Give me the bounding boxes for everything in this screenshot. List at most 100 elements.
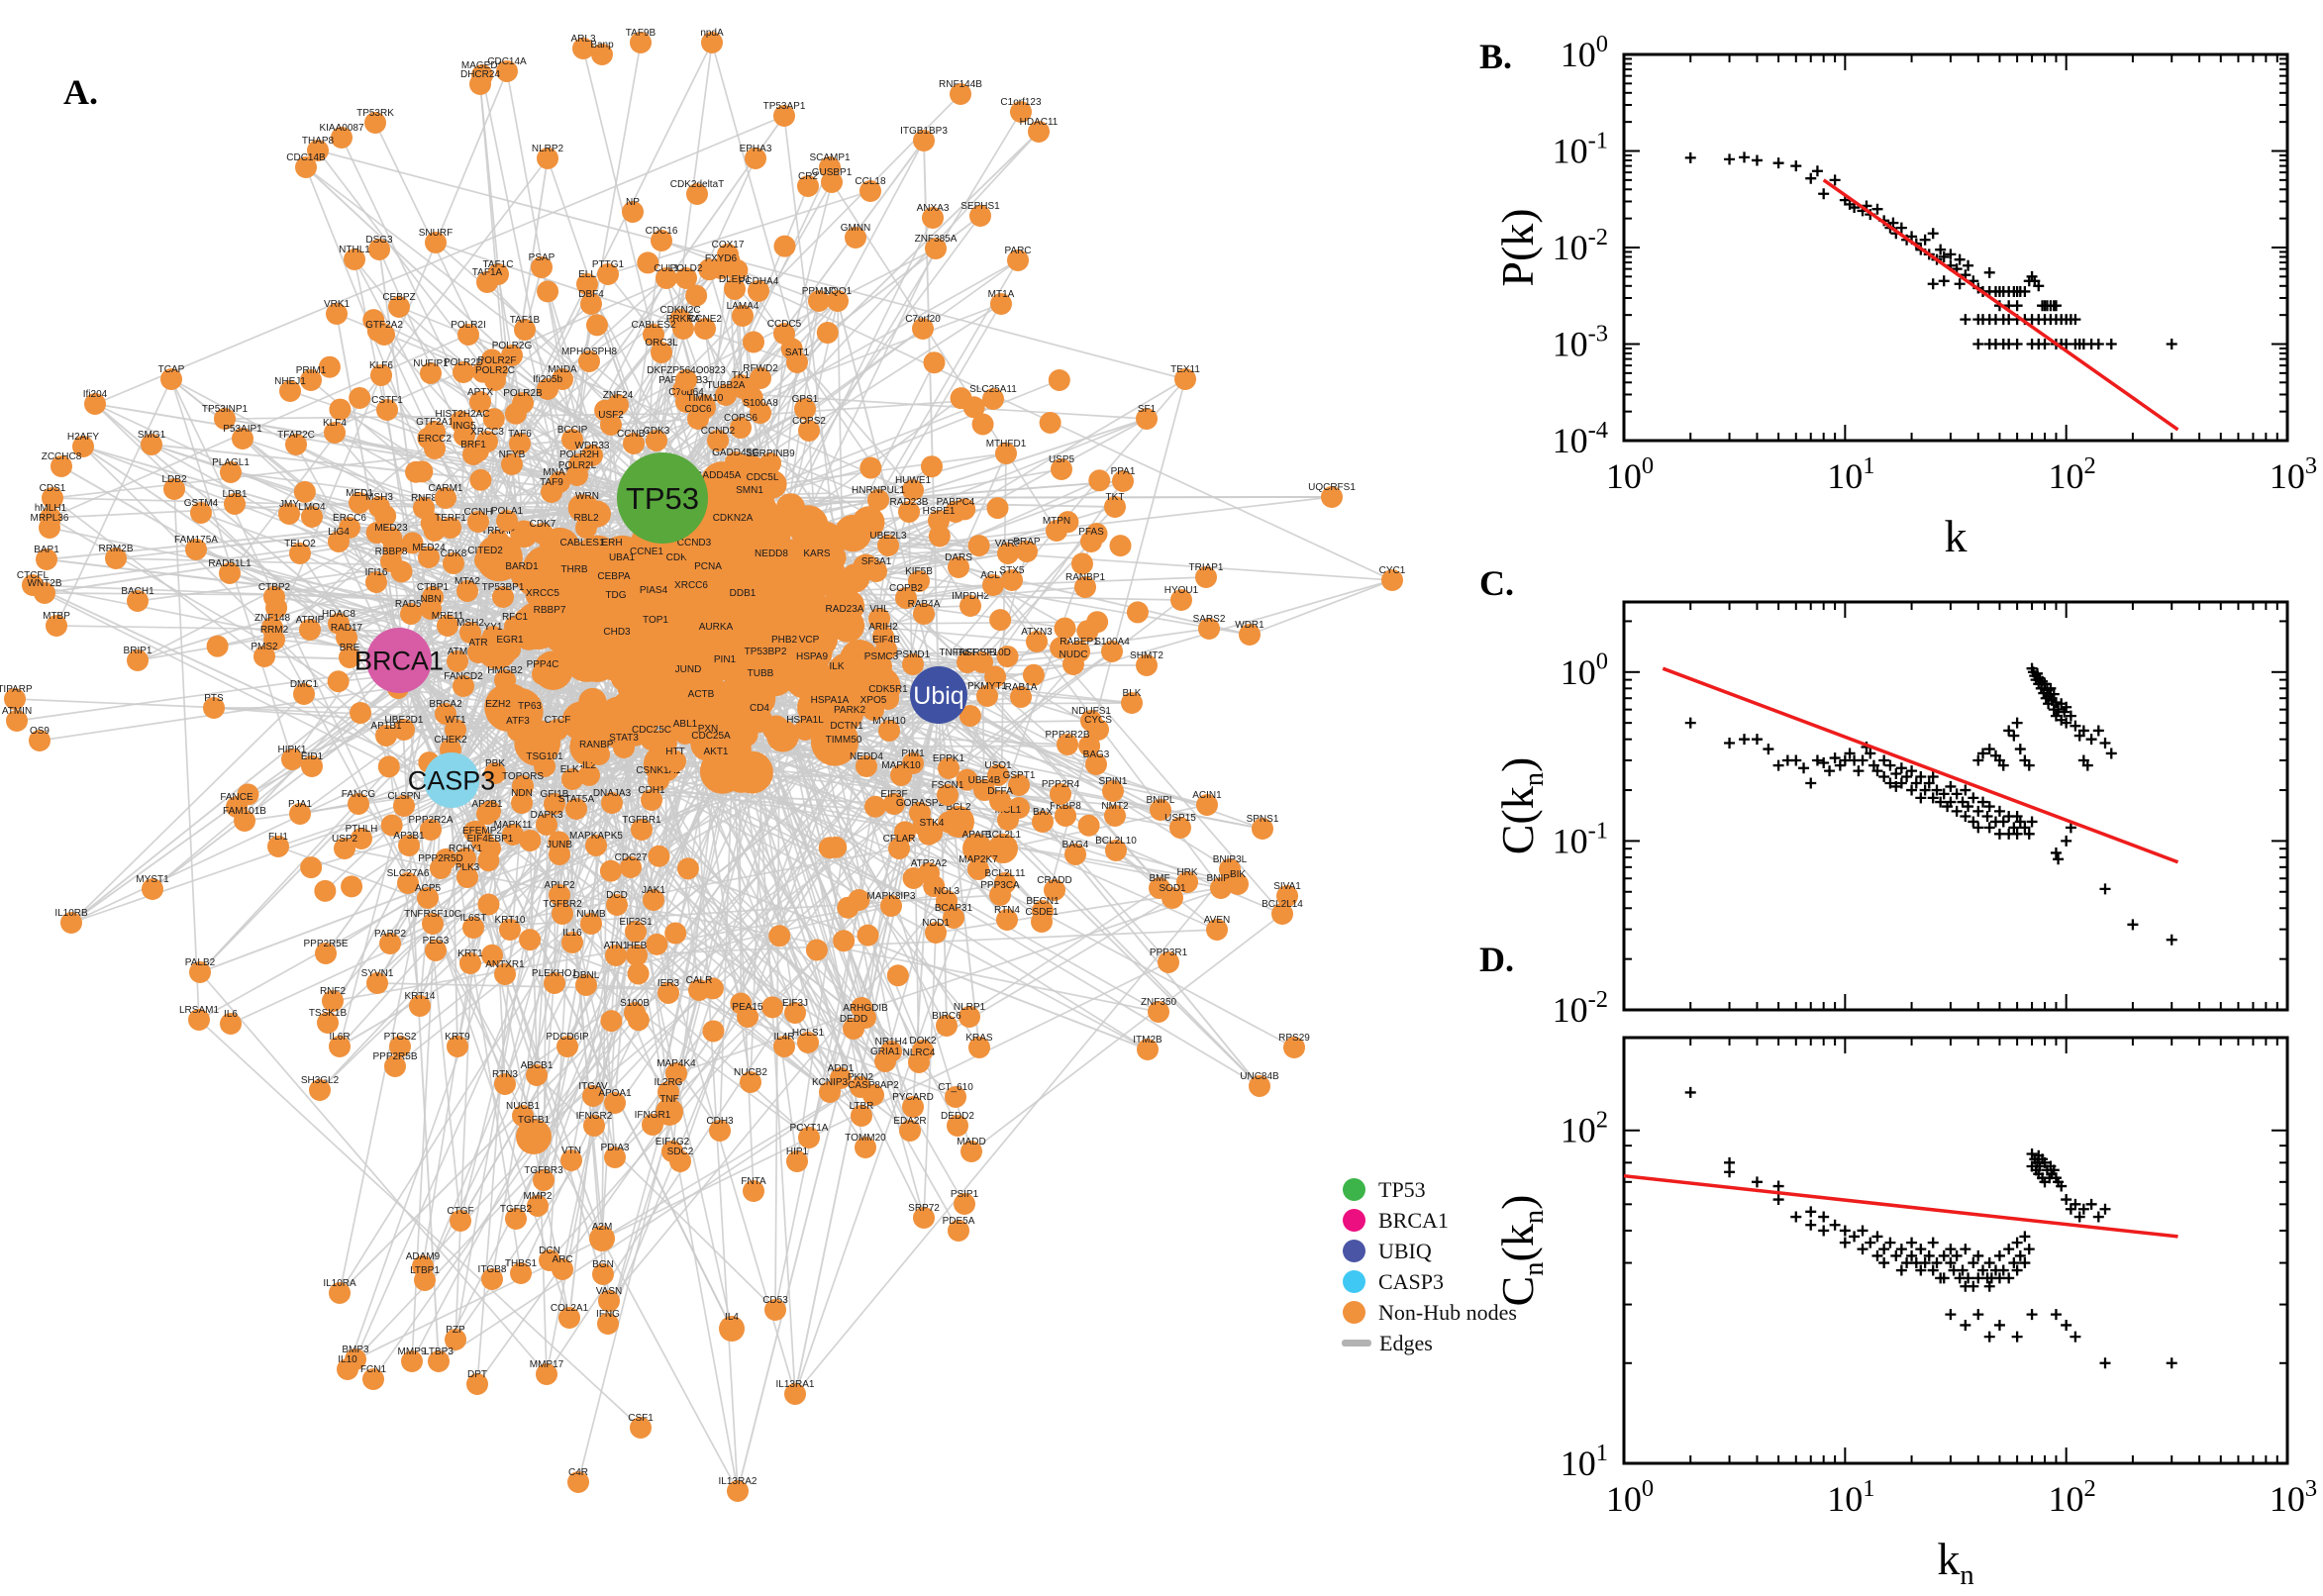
network-node-label: SF3A1: [861, 556, 892, 567]
data-point: [2045, 682, 2057, 694]
network-node: [400, 603, 422, 625]
network-node: [862, 1084, 884, 1106]
data-point: [1960, 1319, 1971, 1331]
network-node-label: APAF1: [962, 830, 993, 841]
network-edge: [476, 480, 1124, 1385]
network-edge: [438, 887, 1161, 1362]
network-node: [563, 568, 585, 590]
network-node-label: Ifi204: [83, 389, 108, 400]
network-node: [701, 32, 723, 53]
network-node: [127, 590, 149, 612]
network-node-label: PMS2: [251, 642, 278, 652]
nonhub-swatch-icon: [1343, 1301, 1365, 1324]
network-edge: [607, 735, 848, 1325]
network-node: [710, 257, 732, 279]
network-node-label: HSPA9: [796, 651, 828, 662]
data-point: [1957, 796, 1969, 808]
data-point: [2008, 822, 2020, 834]
network-node: [440, 517, 461, 539]
network-edge: [923, 140, 940, 696]
network-node-label: BCL2: [946, 802, 970, 813]
axis-tick-label: 10-2: [1553, 224, 1608, 267]
network-node-label: DFFA: [987, 786, 1013, 797]
network-node-label: HCLS1: [792, 1028, 825, 1039]
data-point: [1901, 1257, 1913, 1269]
network-edge: [271, 627, 739, 1492]
network-node-label: MRE11: [432, 611, 464, 622]
network-node: [1104, 496, 1126, 518]
network-node: [582, 1085, 604, 1107]
network-node: [913, 1207, 935, 1229]
network-node: [1105, 840, 1127, 861]
data-point: [2070, 1331, 2081, 1343]
network-node-label: VASN: [596, 1286, 623, 1297]
network-node-label: PSMD1: [896, 649, 931, 660]
network-edge: [689, 756, 960, 1232]
network-node: [435, 703, 456, 725]
network-node-label: HEB: [627, 941, 648, 951]
data-point: [1857, 754, 1868, 766]
network-node: [484, 762, 506, 784]
network-node: [214, 408, 236, 430]
data-point: [1972, 1272, 1984, 1284]
network-node: [651, 342, 672, 363]
network-node: [913, 130, 935, 151]
network-node-label: CRADD: [1037, 875, 1072, 886]
network-node: [487, 530, 509, 551]
network-node: [959, 705, 981, 728]
network-node: [541, 481, 562, 503]
network-node-label: SOD1: [1159, 883, 1186, 894]
network-node-label: PPA1: [1111, 466, 1136, 477]
network-node: [750, 672, 771, 694]
network-node-label: DMC1: [290, 679, 319, 690]
network-node-label: NTHL1: [339, 245, 370, 255]
network-node: [760, 552, 782, 574]
network-node-label: CALR: [686, 975, 713, 986]
network-node-label: RFC1: [502, 612, 529, 623]
network-node: [307, 140, 329, 161]
network-node: [603, 575, 625, 597]
network-node: [401, 1350, 423, 1372]
network-node-label: ELK1: [560, 764, 585, 775]
network-node-label: PLEKHO1: [532, 968, 578, 979]
network-node: [1170, 589, 1192, 611]
network-node: [482, 626, 504, 648]
network-node: [664, 750, 686, 772]
network-edge: [753, 742, 1020, 809]
axis-tick-label: 10-1: [1553, 127, 1608, 170]
network-edge: [55, 378, 172, 627]
data-point: [2019, 1257, 2031, 1269]
network-node-label: PKMYT1: [967, 681, 1007, 692]
network-node: [413, 497, 435, 519]
network-node: [624, 1002, 646, 1024]
network-node: [188, 1009, 210, 1031]
network-node: [499, 639, 521, 660]
network-node: [868, 608, 890, 630]
network-node: [293, 480, 316, 503]
data-point: [1927, 1237, 1939, 1248]
network-node: [641, 729, 662, 750]
network-node-label: TP63: [518, 701, 542, 712]
network-node: [786, 1150, 808, 1172]
data-point: [1818, 188, 1830, 200]
network-node-label: TGFB1: [518, 1115, 551, 1126]
network-node-label: TEX11: [1170, 364, 1200, 375]
network-node: [60, 912, 82, 934]
network-node-label: ITGB8: [478, 1264, 507, 1275]
network-node-label: CDC25A: [691, 731, 731, 742]
network-edge: [317, 150, 1186, 380]
network-node-label: PLK3: [455, 862, 480, 873]
data-point: [1895, 1244, 1907, 1255]
data-point: [2019, 285, 2031, 297]
network-node-label: BCL2L10: [1095, 836, 1137, 847]
hub-label: Ubiq: [913, 682, 963, 710]
network-node: [289, 543, 311, 564]
network-node-label: RBL2: [573, 513, 598, 524]
data-point: [2003, 1272, 2015, 1284]
network-node: [959, 1006, 980, 1028]
network-edge: [727, 253, 971, 607]
data-point: [1945, 796, 1957, 808]
network-node-label: RCHY1: [449, 844, 482, 854]
network-node-label: HYOU1: [1164, 585, 1199, 596]
network-node: [476, 431, 498, 452]
